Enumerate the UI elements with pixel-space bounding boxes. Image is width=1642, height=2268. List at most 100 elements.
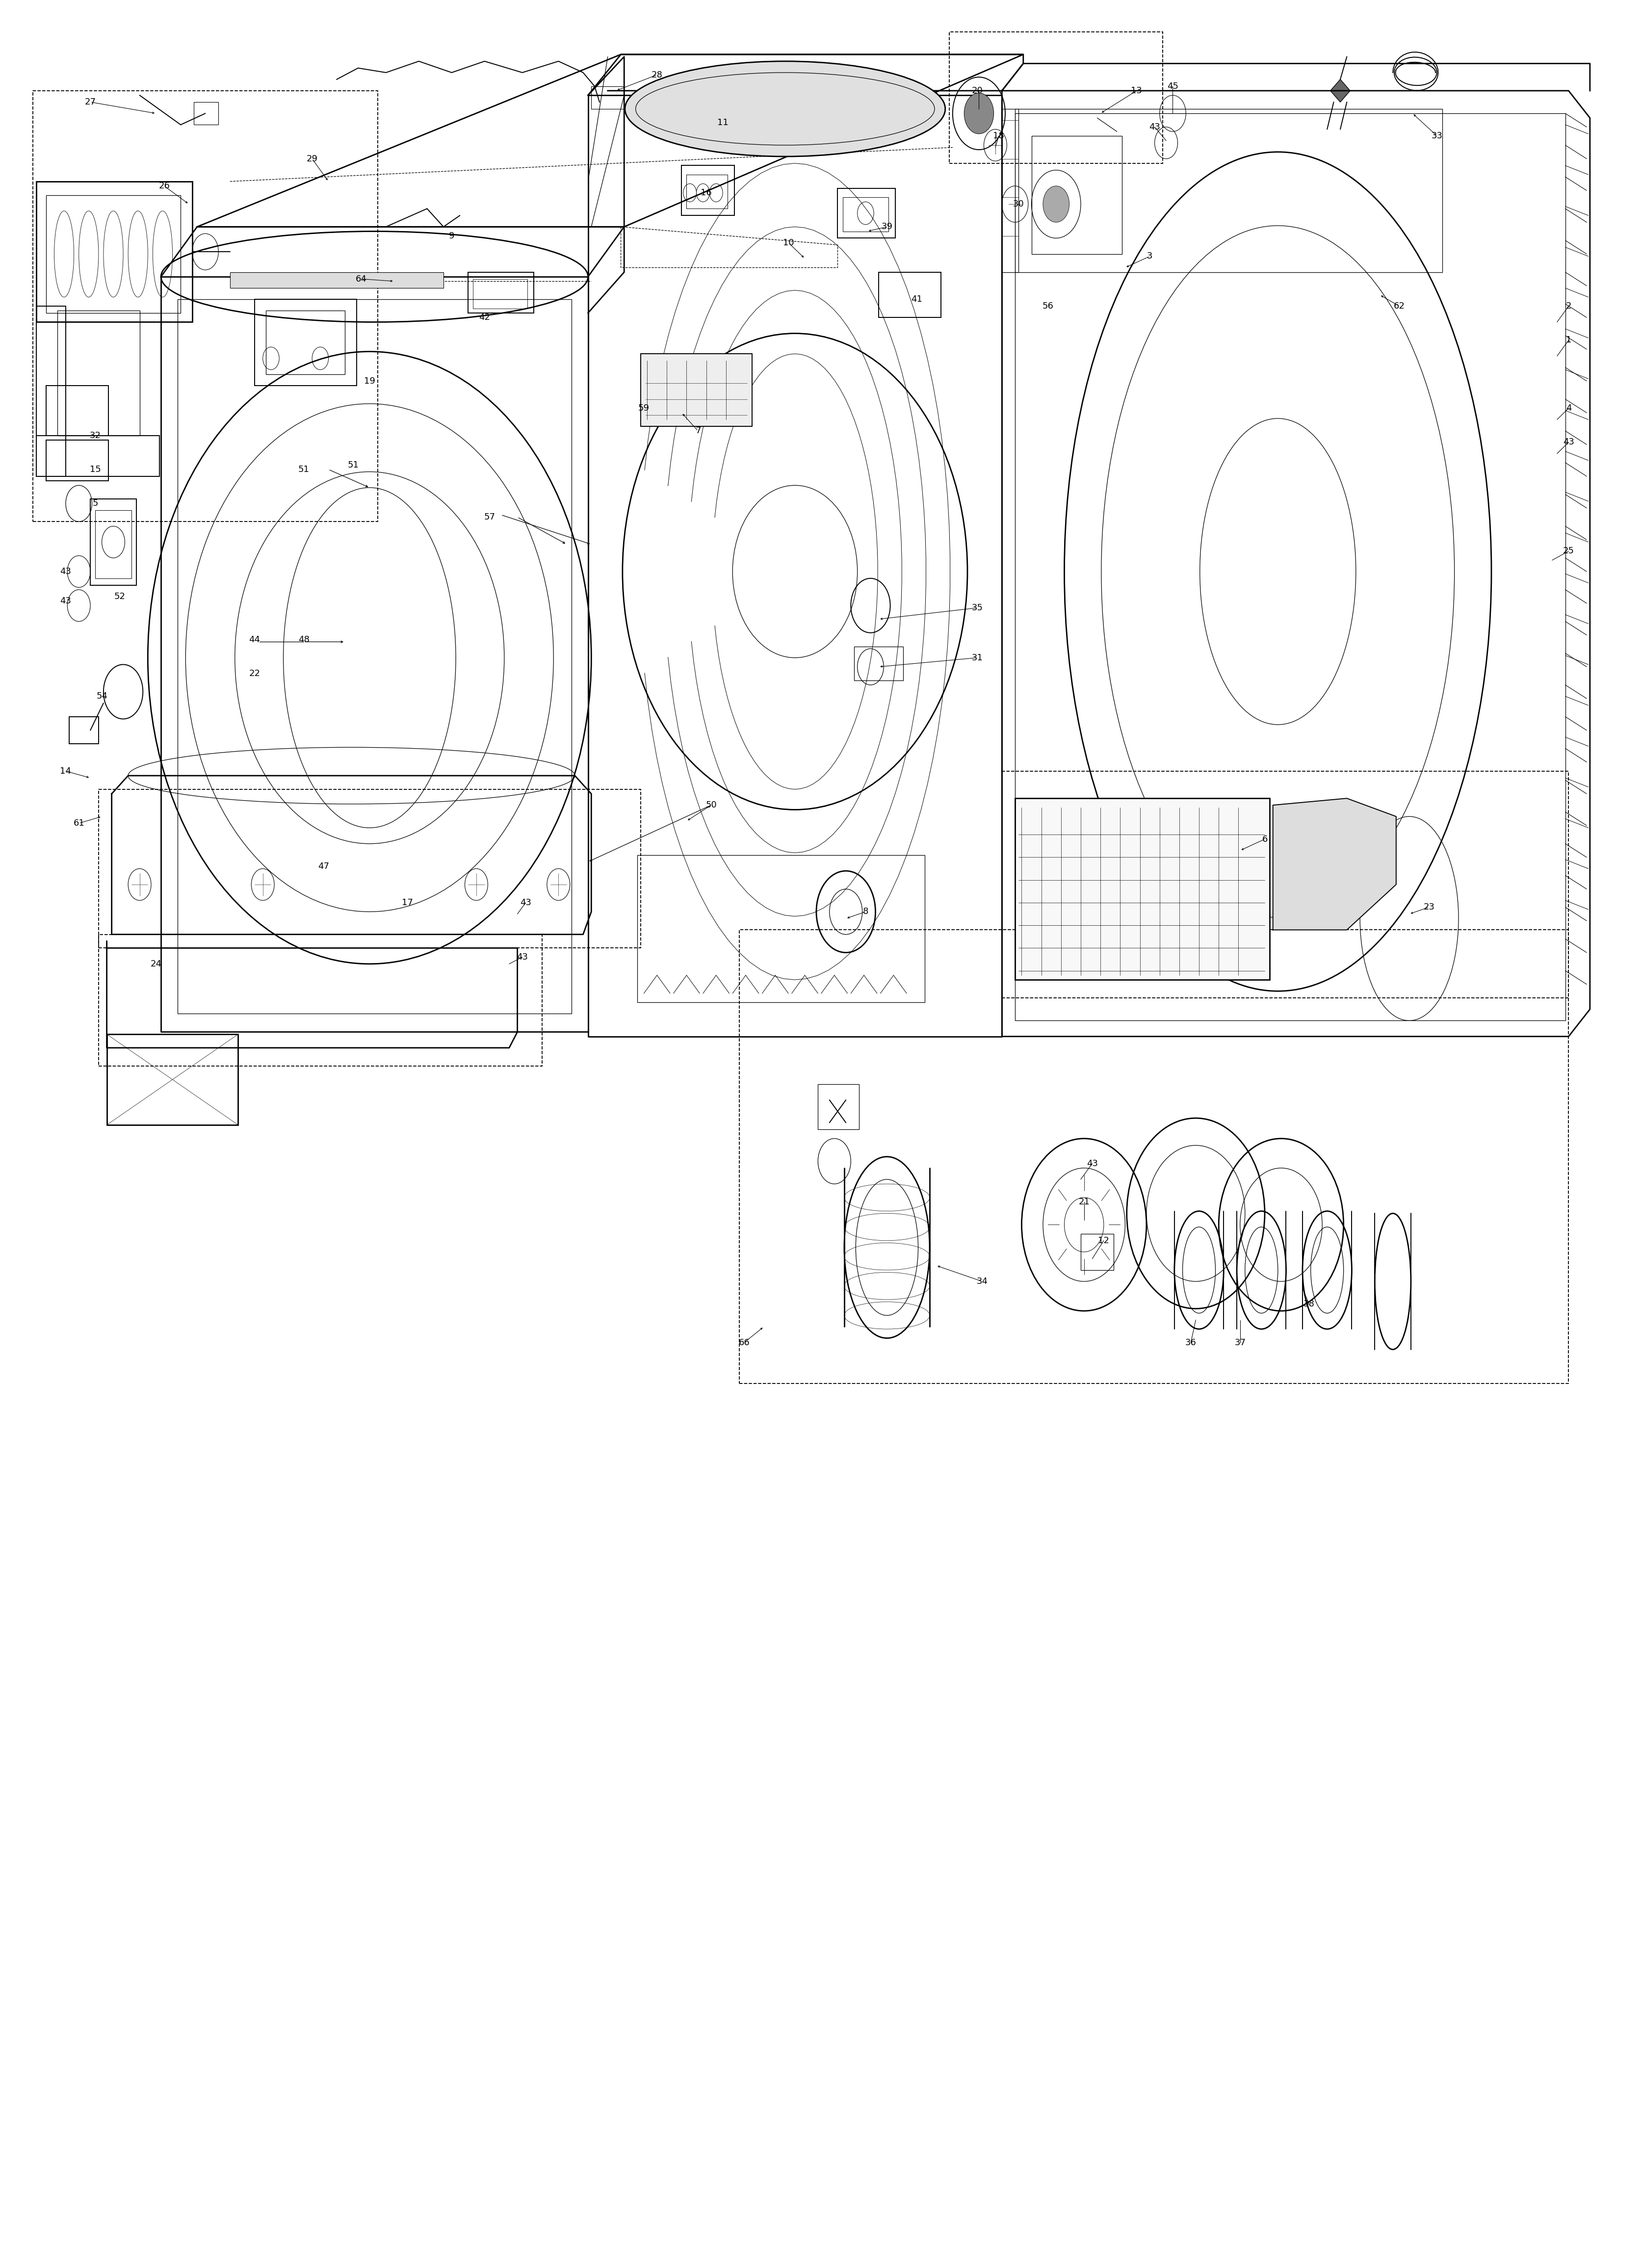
Bar	[177, 299, 571, 1014]
Text: 7: 7	[695, 426, 701, 435]
Text: 27: 27	[85, 98, 95, 107]
Bar	[46, 195, 181, 313]
Text: 1: 1	[1565, 336, 1571, 345]
Bar	[854, 646, 903, 680]
Bar	[818, 1084, 859, 1129]
Bar	[1031, 136, 1121, 254]
Text: 12: 12	[1098, 1236, 1108, 1245]
Bar	[194, 102, 218, 125]
Text: 24: 24	[151, 959, 161, 968]
Bar	[255, 299, 356, 386]
Bar	[1015, 798, 1269, 980]
Text: 14: 14	[61, 767, 71, 776]
Text: 18: 18	[993, 132, 1003, 141]
Text: 43: 43	[1087, 1159, 1097, 1168]
Text: 35: 35	[972, 603, 982, 612]
Bar	[739, 930, 1568, 1383]
Bar	[230, 272, 443, 288]
Text: 16: 16	[701, 188, 711, 197]
Text: 61: 61	[74, 819, 84, 828]
Text: 52: 52	[115, 592, 125, 601]
Text: 66: 66	[739, 1338, 749, 1347]
Text: 5: 5	[92, 499, 99, 508]
Text: 17: 17	[402, 898, 412, 907]
Bar	[637, 855, 924, 1002]
Text: 9: 9	[448, 231, 455, 240]
Bar	[842, 197, 888, 231]
Text: 51: 51	[299, 465, 309, 474]
Polygon shape	[1330, 79, 1350, 102]
Text: 30: 30	[1013, 200, 1023, 209]
Text: 62: 62	[1394, 302, 1404, 311]
Bar	[1002, 109, 1018, 272]
Bar	[640, 354, 752, 426]
Text: 43: 43	[1149, 122, 1159, 132]
Bar	[99, 789, 640, 948]
Bar	[1080, 1234, 1113, 1270]
Bar	[468, 272, 534, 313]
Text: 64: 64	[356, 274, 366, 284]
Ellipse shape	[624, 61, 946, 156]
Bar	[46, 386, 108, 435]
Text: 43: 43	[61, 596, 71, 606]
Bar	[46, 440, 108, 481]
Text: 43: 43	[517, 953, 527, 962]
Bar	[266, 311, 345, 374]
Bar	[1015, 109, 1442, 272]
Text: 51: 51	[348, 460, 358, 469]
Text: 45: 45	[1167, 82, 1177, 91]
Text: 48: 48	[299, 635, 309, 644]
Bar	[90, 499, 136, 585]
Bar	[837, 188, 895, 238]
Circle shape	[1043, 186, 1069, 222]
Bar	[591, 86, 624, 109]
Text: 57: 57	[484, 513, 494, 522]
Bar	[949, 32, 1163, 163]
Text: 47: 47	[319, 862, 328, 871]
Text: 11: 11	[718, 118, 727, 127]
Text: 39: 39	[882, 222, 892, 231]
Text: 43: 43	[1563, 438, 1573, 447]
Text: 44: 44	[250, 635, 259, 644]
Text: 25: 25	[1563, 547, 1573, 556]
Text: 31: 31	[972, 653, 982, 662]
Bar	[95, 510, 131, 578]
Text: 8: 8	[862, 907, 869, 916]
Text: 15: 15	[90, 465, 100, 474]
Text: 6: 6	[1261, 835, 1268, 844]
Text: 38: 38	[1304, 1300, 1314, 1309]
Text: 20: 20	[972, 86, 982, 95]
Bar	[1015, 113, 1565, 1021]
Text: 22: 22	[250, 669, 259, 678]
Circle shape	[964, 93, 993, 134]
Text: 29: 29	[307, 154, 317, 163]
Text: 42: 42	[479, 313, 489, 322]
Text: 43: 43	[521, 898, 530, 907]
Text: 3: 3	[1146, 252, 1153, 261]
Text: 36: 36	[1186, 1338, 1195, 1347]
Text: 50: 50	[706, 801, 716, 810]
Bar	[36, 181, 192, 322]
Bar	[69, 717, 99, 744]
Text: 59: 59	[639, 404, 649, 413]
Bar	[33, 91, 378, 522]
Text: 26: 26	[159, 181, 169, 191]
Text: 4: 4	[1565, 404, 1571, 413]
Text: 37: 37	[1235, 1338, 1245, 1347]
Text: 13: 13	[1131, 86, 1141, 95]
Bar	[473, 279, 527, 308]
Text: 32: 32	[90, 431, 100, 440]
Polygon shape	[1273, 798, 1396, 930]
Text: 43: 43	[61, 567, 71, 576]
Text: 21: 21	[1079, 1198, 1089, 1207]
Bar	[57, 311, 140, 435]
Text: 19: 19	[365, 376, 374, 386]
Bar	[36, 306, 66, 476]
Bar	[99, 934, 542, 1066]
Text: 54: 54	[97, 692, 107, 701]
Text: 28: 28	[652, 70, 662, 79]
Text: 34: 34	[977, 1277, 987, 1286]
Bar	[107, 1034, 238, 1125]
Text: 33: 33	[1432, 132, 1442, 141]
Bar	[878, 272, 941, 318]
